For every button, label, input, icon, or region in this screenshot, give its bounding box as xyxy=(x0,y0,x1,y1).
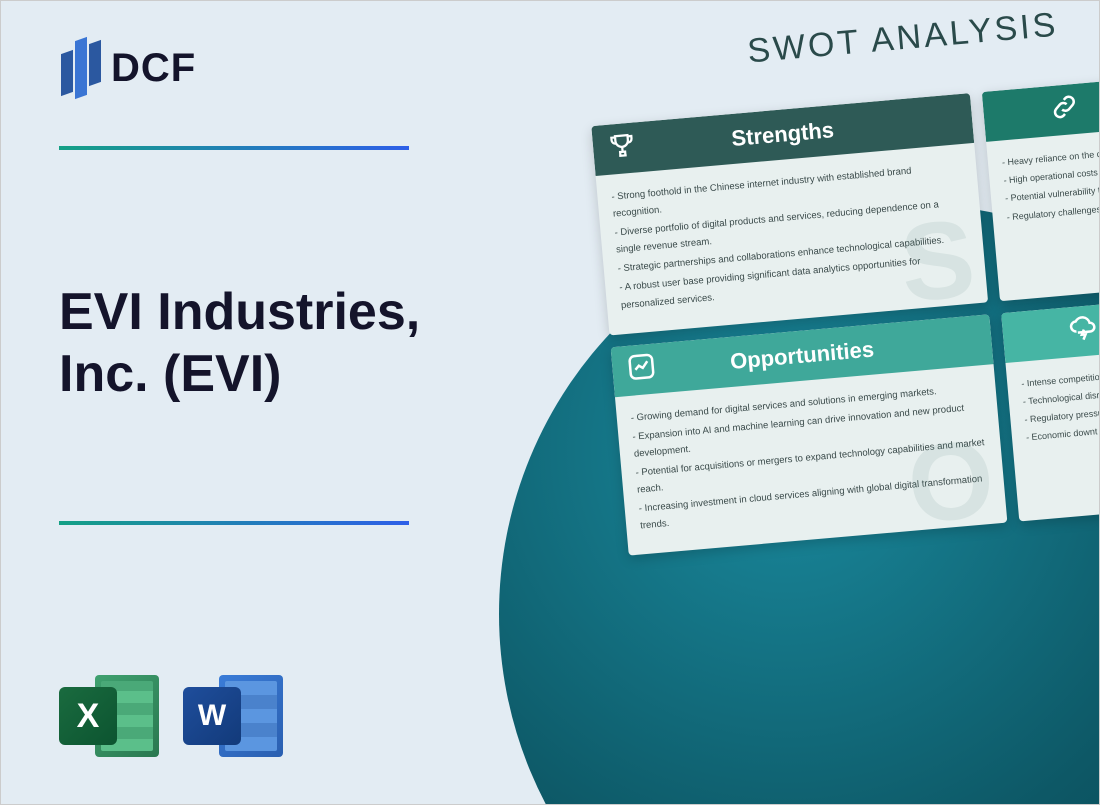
swot-strengths-panel: Strengths - Strong foothold in the Chine… xyxy=(591,93,988,335)
swot-weaknesses-panel: - Heavy reliance on the domesti - High o… xyxy=(982,78,1100,301)
swot-heading: SWOT ANALYSIS xyxy=(746,5,1060,71)
page-title: EVI Industries, Inc. (EVI) xyxy=(59,281,479,406)
weaknesses-body: - Heavy reliance on the domesti - High o… xyxy=(986,128,1100,246)
storm-icon xyxy=(1067,311,1098,350)
swot-threats-panel: - Intense competition - Technological di… xyxy=(1001,299,1100,522)
trophy-icon xyxy=(606,130,637,168)
swot-opportunities-panel: Opportunities - Growing demand for digit… xyxy=(611,314,1008,556)
strengths-body: - Strong foothold in the Chinese interne… xyxy=(596,143,988,335)
excel-icon: X xyxy=(59,669,159,764)
swot-grid: Strengths - Strong foothold in the Chine… xyxy=(591,77,1100,555)
divider-bottom xyxy=(59,521,409,525)
product-card: DCF EVI Industries, Inc. (EVI) X W SWOT … xyxy=(0,0,1100,805)
word-icon: W xyxy=(183,669,283,764)
threats-body: - Intense competition - Technological di… xyxy=(1005,349,1100,467)
word-letter: W xyxy=(183,687,241,745)
brand-text: DCF xyxy=(111,46,196,91)
dcf-logo-icon xyxy=(61,39,101,97)
weaknesses-header xyxy=(982,78,1100,142)
file-icons: X W xyxy=(59,669,283,764)
logo-area: DCF xyxy=(61,39,196,97)
opportunities-body: - Growing demand for digital services an… xyxy=(615,364,1007,556)
excel-letter: X xyxy=(59,687,117,745)
chart-icon xyxy=(625,350,656,388)
link-icon xyxy=(1048,90,1079,129)
divider-top xyxy=(59,146,409,150)
threats-header xyxy=(1001,299,1100,363)
